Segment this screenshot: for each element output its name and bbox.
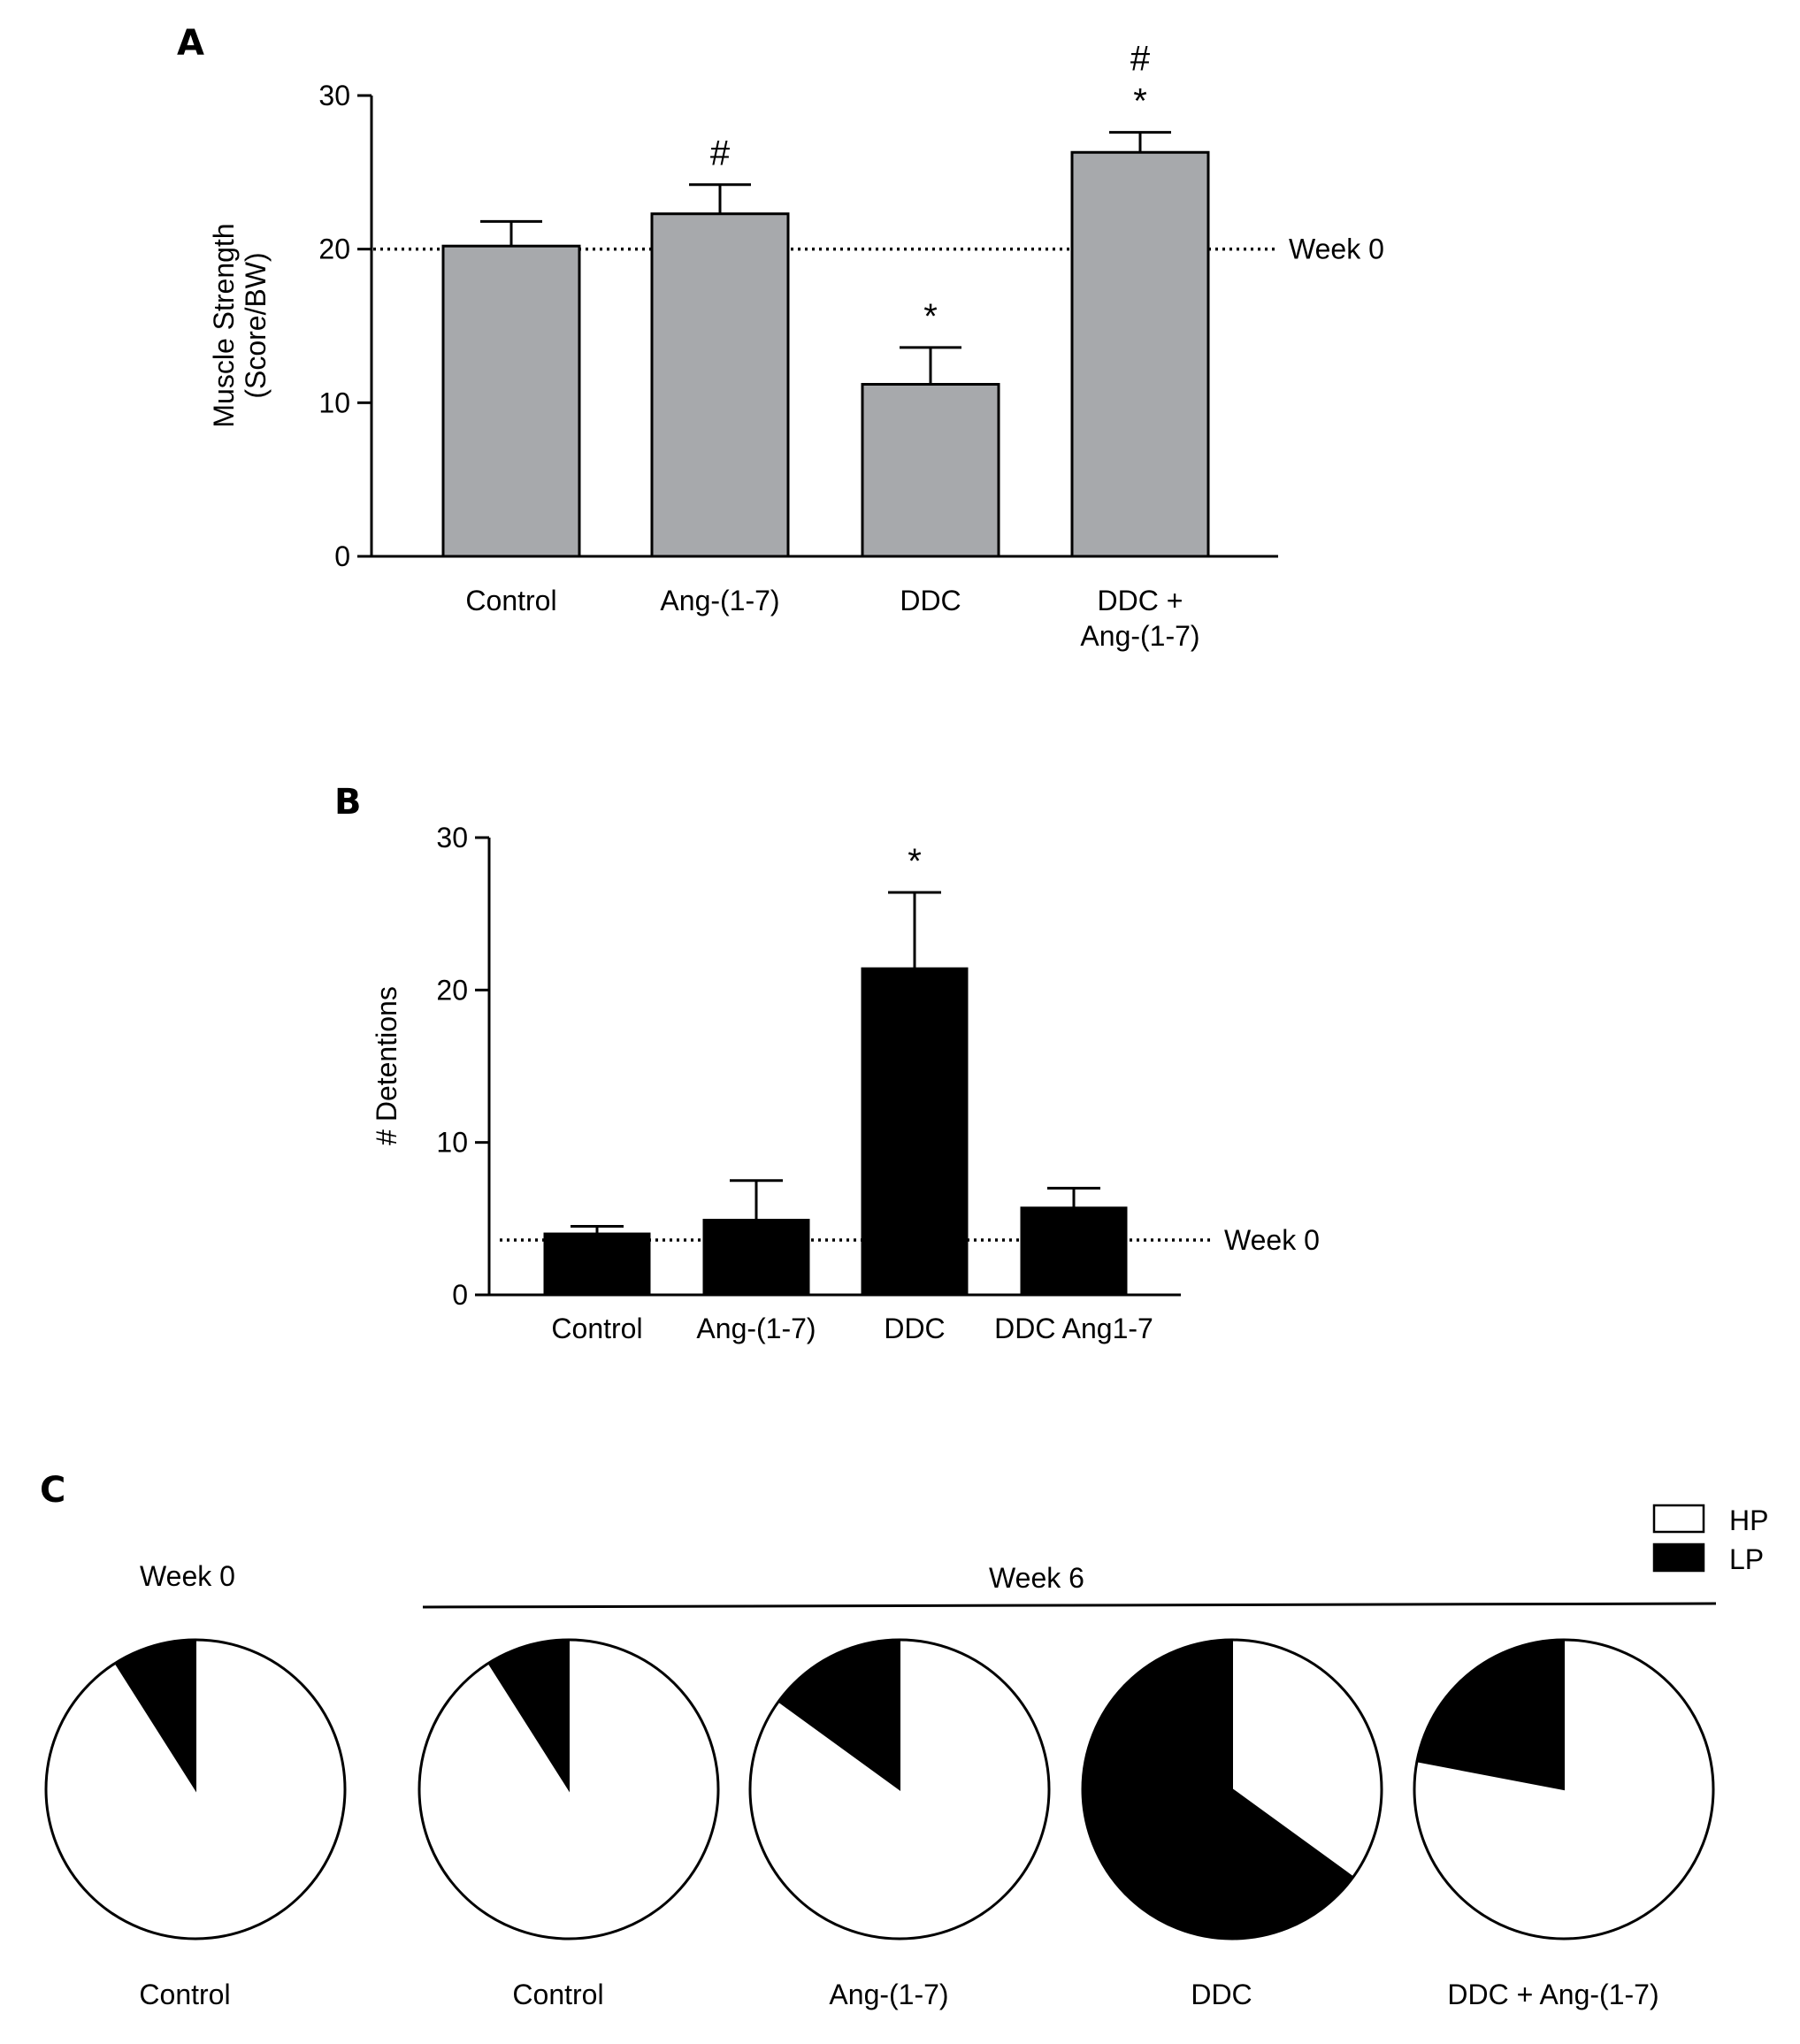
panel-b-label: B [334,782,362,823]
a-y-axis-label-line: (Score/BW) [240,252,272,398]
legend-lp-swatch [1652,1543,1705,1573]
b-significance-mark: * [908,842,922,881]
b-y-tick-label: 0 [452,1279,468,1311]
b-bar [861,967,969,1297]
a-bar [650,212,790,558]
panel-a-bars: #**# [441,40,1210,558]
panel-b-category-labels: Control Ang-(1-7) DDC DDC Ang1-7 [551,1313,1153,1344]
a-category-label: DDC + [1098,585,1183,616]
panel-a: A Muscle Strength (Score/BW) 0 10 20 30 Week… [177,23,1384,652]
b-category-label: DDC [884,1313,945,1344]
b-y-tick-label: 20 [436,974,468,1006]
panel-c-label: C [40,1470,65,1511]
b-y-tick-label: 10 [436,1127,468,1159]
pie-lp-slice [1082,1638,1355,1940]
pie-label: Control [139,1979,230,2010]
b-category-label: Ang-(1-7) [696,1313,816,1344]
panel-b-y-axis-label: # Detentions [371,986,402,1145]
a-category-label: DDC [900,585,961,616]
a-y-tick-label: 20 [318,233,350,265]
week0-header: Week 0 [140,1560,235,1592]
week6-group-line [422,1602,1717,1609]
b-bar [702,1219,810,1297]
pie-charts [44,1638,1715,1941]
pie-legend: HP LP [1652,1504,1768,1575]
pie-lp-slice [487,1638,570,1793]
panel-b: B # Detentions 0 10 20 30 Week 0 * Control A… [334,782,1320,1344]
a-significance-mark: * [923,297,938,336]
a-y-tick-label: 30 [318,80,350,111]
legend-hp-swatch [1652,1504,1705,1534]
pie-label: Control [512,1979,603,2010]
legend-hp-label: HP [1729,1504,1768,1536]
panel-a-category-labels: Control Ang-(1-7) DDC DDC + Ang-(1-7) [465,585,1199,652]
pie-label: Ang-(1-7) [829,1979,948,2010]
a-category-label: Ang-(1-7) [660,585,779,616]
pie-lp-slice [1415,1638,1565,1791]
a-significance-mark: # [1130,40,1151,79]
b-bar [1020,1206,1128,1297]
a-significance-mark: * [1133,82,1147,121]
week6-header: Week 6 [989,1562,1084,1594]
pie-lp-slice [114,1638,196,1793]
a-bar [861,382,1000,558]
panel-a-label: A [177,23,204,64]
pie-labels: Control Control Ang-(1-7) DDC DDC + Ang-(1-7… [139,1979,1658,2010]
b-y-axis-label-line: # Detentions [371,986,402,1145]
a-bar [1070,150,1210,558]
a-y-tick-label: 0 [334,540,350,572]
pie-label: DDC [1191,1979,1252,2010]
a-significance-mark: # [710,134,731,173]
b-category-label: Control [551,1313,642,1344]
panel-c: C HP LP Week 0 Week 6 Control Control Ang-… [40,1470,1768,2010]
panel-a-y-axis-label: Muscle Strength (Score/BW) [208,223,272,427]
legend-lp-label: LP [1729,1543,1764,1575]
b-category-label: DDC Ang1-7 [994,1313,1153,1344]
b-y-tick-label: 30 [436,822,468,854]
panel-b-bars: * [543,842,1128,1297]
a-y-tick-label: 10 [318,387,350,418]
b-week0-label: Week 0 [1224,1224,1320,1256]
pie-label: DDC + Ang-(1-7) [1447,1979,1658,2010]
pie-lp-slice [777,1638,900,1791]
a-category-label: Ang-(1-7) [1080,620,1199,652]
a-category-label: Control [465,585,556,616]
panel-b-reference-line: Week 0 [500,1224,1320,1256]
a-y-axis-label-line: Muscle Strength [208,223,240,427]
a-bar [441,244,581,558]
b-bar [543,1232,651,1297]
a-week0-label: Week 0 [1289,233,1384,265]
